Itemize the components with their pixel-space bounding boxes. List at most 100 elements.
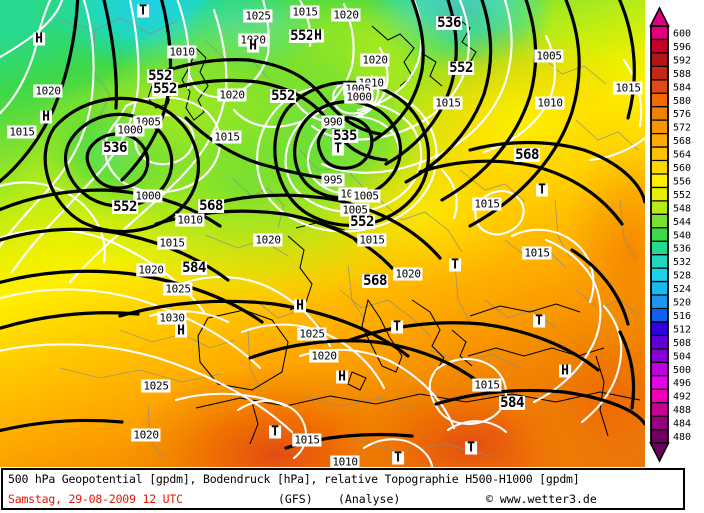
caption-meta-row: Samstag, 29-08-2009 12 UTC (GFS) (Analys… <box>8 492 680 508</box>
low-center-marker: T <box>465 440 477 456</box>
low-center-marker: T <box>269 424 281 440</box>
high-center-marker: H <box>40 109 52 125</box>
geopotential-label: 535 <box>332 128 358 144</box>
isobar-label: 1015 <box>7 125 37 139</box>
scale-tick-label: 500 <box>673 365 691 376</box>
isobar-label: 1005 <box>351 189 381 203</box>
scale-tick-label: 576 <box>673 109 691 120</box>
isobar-label: 1015 <box>522 246 552 260</box>
scale-tick-label: 532 <box>673 257 691 268</box>
isobar-label: 1015 <box>472 197 502 211</box>
isobar-label: 1015 <box>157 236 187 250</box>
weather-map[interactable]: 1025 1015 1020 1010 1030 1020 1005 1015 … <box>0 0 645 467</box>
low-center-marker: T <box>137 3 149 19</box>
scale-tick-label: 512 <box>673 324 691 335</box>
isobar-label: 1025 <box>141 379 171 393</box>
geopotential-label: 568 <box>362 273 388 289</box>
scale-tick-label: 596 <box>673 42 691 53</box>
isobar-label: 1015 <box>292 433 322 447</box>
scale-tick-label: 564 <box>673 150 691 161</box>
scale-tick-label: 588 <box>673 69 691 80</box>
geopotential-label: 552 <box>349 214 375 230</box>
geopotential-label: 552 <box>448 60 474 76</box>
scale-tick-label: 492 <box>673 392 691 403</box>
low-center-marker: T <box>392 450 404 466</box>
high-center-marker: H <box>294 298 306 314</box>
scale-tick-label: 548 <box>673 203 691 214</box>
caption-datetime: Samstag, 29-08-2009 12 UTC <box>8 492 183 506</box>
isobar-label: 1020 <box>331 8 361 22</box>
isobar-label: 1020 <box>309 349 339 363</box>
geopotential-label: 552 <box>270 88 296 104</box>
isobar-label: 1020 <box>253 233 283 247</box>
color-scale-render: 600 596 592 588 584 580 576 572 568 564 560 556 552 5… <box>649 6 691 463</box>
high-center-marker: H <box>175 323 187 339</box>
geopotential-label: 536 <box>102 140 128 156</box>
geopotential-label: 552 <box>152 81 178 97</box>
isobar-label: 1025 <box>243 9 273 23</box>
isobar-label: 1015 <box>433 96 463 110</box>
isobar-label: 1015 <box>613 81 643 95</box>
geopotential-label: 536 <box>436 15 462 31</box>
geopotential-label: 568 <box>198 198 224 214</box>
scale-tick-label: 484 <box>673 419 691 430</box>
scale-tick-label: 568 <box>673 136 691 147</box>
scale-tick-label: 496 <box>673 378 691 389</box>
high-center-marker: H <box>247 38 259 54</box>
isobar-label: 1000 <box>115 123 145 137</box>
scale-tick-label: 552 <box>673 190 691 201</box>
isobar-label: 1010 <box>330 455 360 467</box>
scale-tick-label: 508 <box>673 338 691 349</box>
scale-tick-label: 480 <box>673 432 691 443</box>
isobar-label: 1005 <box>534 49 564 63</box>
geopotential-label: 552 <box>147 68 173 84</box>
isobar-label: 1015 <box>212 130 242 144</box>
high-center-marker: H <box>336 369 348 385</box>
caption-credit: © www.wetter3.de <box>486 492 597 506</box>
high-center-marker: H <box>33 31 45 47</box>
isobar-label: 990 <box>321 115 345 129</box>
scale-tick-label: 544 <box>673 217 691 228</box>
map-render <box>0 0 645 467</box>
scale-tick-label: 584 <box>673 82 691 93</box>
low-center-marker: T <box>533 313 545 329</box>
isobar-label: 1020 <box>131 428 161 442</box>
scale-tick-label: 520 <box>673 298 691 309</box>
high-center-marker: H <box>559 363 571 379</box>
color-scale-legend: 600 596 592 588 584 580 576 572 568 564 560 556 552 5… <box>645 0 704 467</box>
isobar-label: 1000 <box>344 90 374 104</box>
scale-tick-label: 540 <box>673 230 691 241</box>
isobar-label: 1020 <box>33 84 63 98</box>
isobar-label: 1010 <box>167 45 197 59</box>
scale-tick-label: 600 <box>673 28 691 39</box>
isobar-label: 1030 <box>157 311 187 325</box>
scale-tick-label: 560 <box>673 163 691 174</box>
caption-title: 500 hPa Geopotential [gpdm], Bodendruck … <box>8 472 580 486</box>
scale-tick-label: 524 <box>673 284 691 295</box>
low-center-marker: T <box>536 182 548 198</box>
scale-tick-label: 556 <box>673 176 691 187</box>
isobar-label: 1010 <box>175 213 205 227</box>
isobar-label: 1020 <box>393 267 423 281</box>
isobar-label: 1025 <box>297 327 327 341</box>
isobar-label: 1020 <box>217 88 247 102</box>
isobar-label: 1015 <box>357 233 387 247</box>
caption-box: 500 hPa Geopotential [gpdm], Bodendruck … <box>1 468 685 510</box>
isobar-label: 1015 <box>472 378 502 392</box>
geopotential-label: 584 <box>499 395 525 411</box>
caption-model: (GFS) <box>278 492 313 506</box>
isobar-label: 1020 <box>360 53 390 67</box>
geopotential-label: 552 <box>289 28 315 44</box>
scale-tick-label: 592 <box>673 55 691 66</box>
scale-tick-label: 488 <box>673 405 691 416</box>
isobar-label: 1015 <box>290 5 320 19</box>
isobar-label: 995 <box>321 173 345 187</box>
low-center-marker: T <box>449 257 461 273</box>
caption-footer: 500 hPa Geopotential [gpdm], Bodendruck … <box>0 467 704 513</box>
scale-tick-label: 504 <box>673 351 691 362</box>
isobar-label: 1010 <box>535 96 565 110</box>
isobar-label: 1020 <box>136 263 166 277</box>
low-center-marker: T <box>332 141 344 157</box>
geopotential-label: 552 <box>112 199 138 215</box>
